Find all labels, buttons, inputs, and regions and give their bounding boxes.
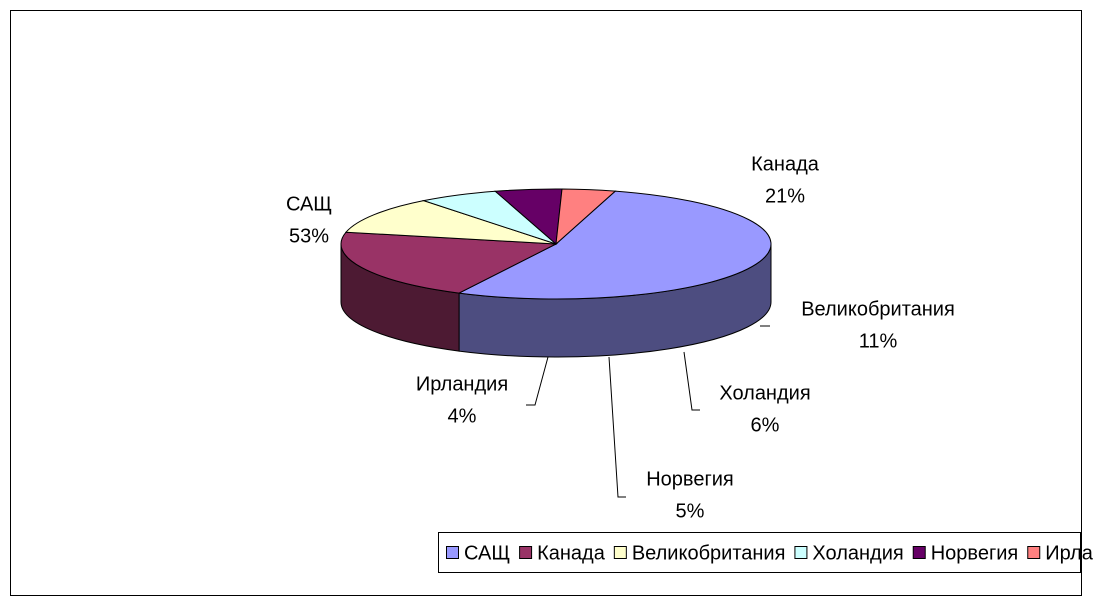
data-label-value: 4% [448,405,477,427]
pie-slice [555,188,617,246]
legend-label: Холандия [812,542,903,564]
data-label-value: 53% [289,225,329,247]
data-label-value: 11% [859,330,898,352]
legend-label: САЩ [464,542,510,564]
pie-slice [340,231,558,294]
data-label-name: Холандия [719,382,810,404]
legend [438,532,1081,573]
leader-line [526,356,549,406]
pie-slice [457,190,772,300]
leader-line [608,356,626,498]
legend-label: Ирландия [1045,542,1093,564]
pie [340,188,772,358]
data-label-value: 5% [676,500,705,522]
legend-label: Норвегия [931,542,1019,564]
data-label-name: Канада [751,153,820,175]
legend-swatch [613,546,627,559]
legend-swatch [912,546,926,559]
pie-slice [344,200,557,245]
legend-swatch [1027,546,1041,559]
legend-label: Канада [537,542,606,564]
legend-items: САЩ Канада Великобритания Холандия Норвегия И… [446,542,1093,564]
legend-swatch [794,546,808,559]
data-label-value: 6% [751,414,780,436]
legend-swatch [446,546,459,559]
legend-label: Великобритания [632,542,786,564]
leader-line [683,351,700,411]
data-label-name: САЩ [286,193,332,215]
data-label-name: Великобритания [801,298,955,320]
data-label-value: 21% [765,185,805,207]
data-labels: САЩ 53% Канада 21% Великобритания 11% Холандия… [286,153,955,522]
data-label-name: Ирландия [416,373,508,395]
legend-swatch [519,546,533,559]
data-label-name: Норвегия [646,468,734,490]
